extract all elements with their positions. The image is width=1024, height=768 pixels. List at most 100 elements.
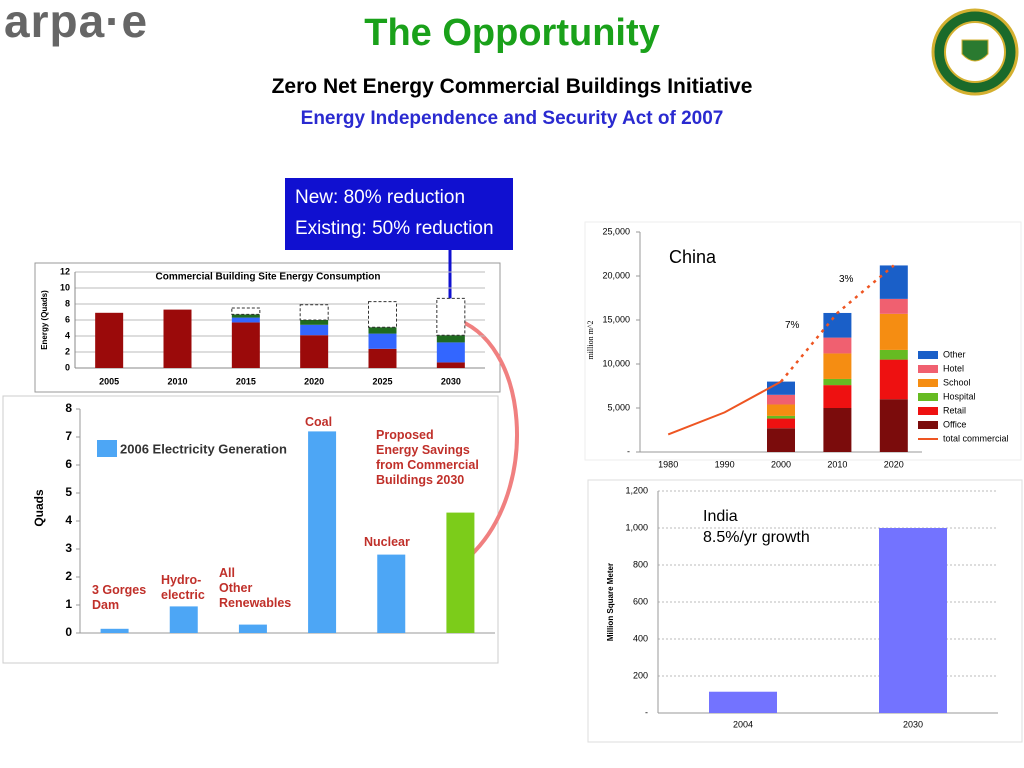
bar-segment: [767, 394, 795, 405]
bar-segment: [231, 314, 260, 318]
x-tick-label: 1990: [715, 459, 735, 469]
bar-segment: [823, 408, 852, 452]
legend-swatch: [97, 440, 117, 457]
x-tick-label: 2010: [167, 376, 187, 386]
bar-segment: [767, 381, 795, 395]
x-tick-label: 1980: [658, 459, 678, 469]
legend-swatch: [918, 379, 938, 387]
logo: arpa·e: [4, 0, 149, 47]
y-tick-label: -: [627, 446, 630, 456]
category-label: All Other Renewables: [219, 566, 292, 610]
legend-label: Retail: [943, 405, 966, 415]
x-tick-label: 2015: [236, 376, 256, 386]
y-tick-label: 12: [60, 266, 70, 276]
y-tick-label: 0: [65, 362, 70, 372]
legend-swatch: [918, 393, 938, 401]
bar-segment: [368, 301, 397, 328]
annotation: 3%: [839, 274, 854, 285]
bar-segment: [767, 404, 795, 416]
bar-segment: [879, 298, 908, 314]
chart-frame: [2, 395, 499, 664]
bar-segment: [436, 297, 466, 336]
y-tick-label: -: [645, 707, 648, 717]
y-axis-label: Quads: [32, 489, 46, 527]
y-tick-label: 25,000: [602, 226, 630, 236]
line: [780, 264, 895, 383]
category-label: Hydro- electric: [161, 573, 205, 602]
y-tick-label: 6: [65, 314, 70, 324]
legend-label: Other: [943, 349, 966, 359]
bar-segment: [436, 342, 465, 363]
savings-arrow: [451, 316, 519, 558]
chart-frame: [584, 221, 1022, 461]
y-tick-label: 1,000: [625, 522, 648, 532]
y-tick-label: 0: [65, 625, 72, 639]
bar-segment: [300, 335, 329, 368]
y-tick-label: 3: [65, 541, 72, 555]
x-tick-label: 2005: [99, 376, 119, 386]
y-tick-label: 1: [65, 597, 72, 611]
legend-label: Office: [943, 419, 966, 429]
bar-segment: [436, 335, 465, 343]
y-tick-label: 2: [65, 569, 72, 583]
y-tick-label: 10: [60, 282, 70, 292]
legend-swatch: [918, 365, 938, 373]
bar: [709, 691, 777, 713]
doe-shield: [961, 39, 989, 62]
x-tick-label: 2004: [733, 719, 753, 729]
annotation: China: [669, 247, 717, 267]
bar-segment: [231, 317, 260, 323]
bar-segment: [300, 320, 329, 325]
subtitle: Zero Net Energy Commercial Buildings Ini…: [271, 75, 753, 98]
y-tick-label: 6: [65, 457, 72, 471]
bar-segment: [823, 385, 852, 408]
bar-segment: [879, 349, 908, 360]
y-tick-label: 5: [65, 485, 72, 499]
x-tick-label: 2030: [903, 719, 923, 729]
y-tick-label: 400: [633, 633, 648, 643]
category-label: Coal: [305, 415, 333, 429]
line: [667, 380, 782, 436]
subtitle-2: Energy Independence and Security Act of …: [300, 108, 724, 129]
x-tick-label: 2020: [304, 376, 324, 386]
x-tick-label: 2020: [884, 459, 904, 469]
bar-segment: [231, 322, 260, 368]
title: The Opportunity: [364, 12, 660, 54]
category-label: Nuclear: [364, 535, 410, 549]
category-label: 3 Gorges Dam: [92, 583, 147, 612]
bar: [238, 624, 267, 633]
bar-segment: [163, 309, 192, 368]
bar: [377, 554, 406, 633]
bar-segment: [823, 378, 852, 386]
y-tick-label: 800: [633, 559, 648, 569]
bar-segment: [368, 327, 397, 334]
bar-segment: [879, 359, 908, 400]
legend-label: Hotel: [943, 363, 964, 373]
category-label: Proposed Energy Savings from Commercial …: [376, 428, 479, 487]
y-tick-label: 20,000: [602, 270, 630, 280]
annotation: 7%: [785, 320, 800, 331]
legend-swatch: [918, 351, 938, 359]
callout-box: [285, 178, 513, 250]
chart-title: Commercial Building Site Energy Consumpt…: [155, 272, 380, 283]
annotation: India 8.5%/yr growth: [703, 508, 810, 546]
y-tick-label: 7: [65, 429, 72, 443]
y-tick-label: 600: [633, 596, 648, 606]
legend-label: Hospital: [943, 391, 976, 401]
bar: [308, 431, 337, 633]
bar-segment: [299, 304, 329, 321]
bar-segment: [879, 313, 908, 350]
legend-label: School: [943, 377, 971, 387]
x-tick-label: 2030: [441, 376, 461, 386]
x-tick-label: 2000: [771, 459, 791, 469]
bar-segment: [231, 307, 261, 315]
bar-segment: [823, 337, 852, 354]
y-tick-label: 5,000: [607, 402, 630, 412]
y-tick-label: 1,200: [625, 485, 648, 495]
x-tick-label: 2010: [827, 459, 847, 469]
bar-segment: [368, 333, 397, 349]
bar: [446, 512, 475, 633]
y-tick-label: 8: [65, 298, 70, 308]
